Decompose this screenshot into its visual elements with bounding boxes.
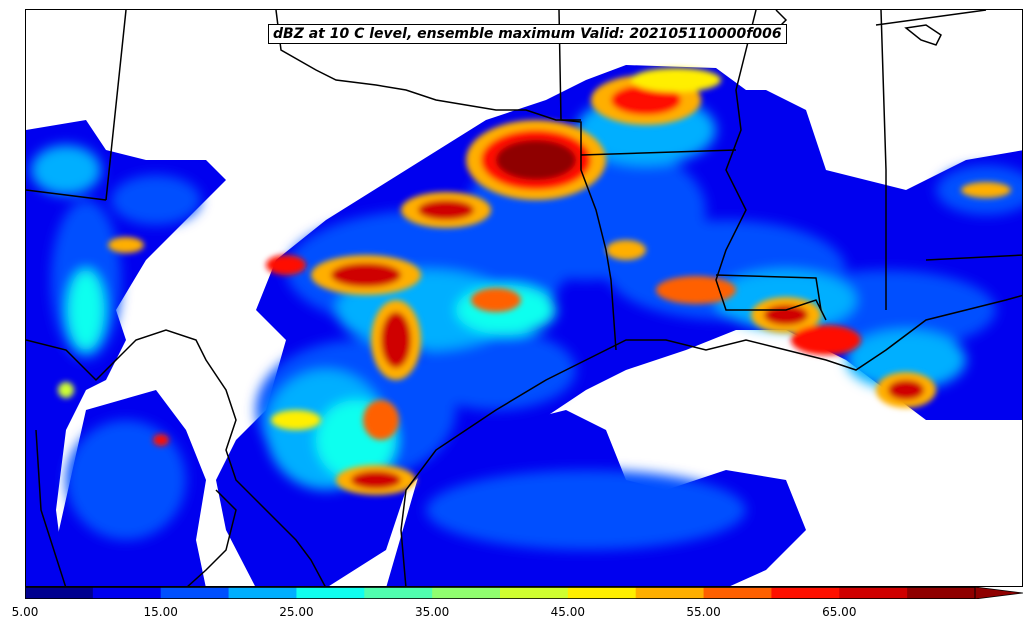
colorbar-segment bbox=[635, 587, 705, 599]
state-line-ok-ar bbox=[558, 10, 617, 351]
red-river bbox=[275, 10, 581, 121]
state-line-panhandle bbox=[26, 189, 107, 201]
great-lake-outline bbox=[904, 24, 942, 46]
colorbar-segment bbox=[25, 587, 94, 599]
colorbar-tick-label: 25.00 bbox=[279, 605, 314, 619]
colorbar-tick-label: 55.00 bbox=[686, 605, 721, 619]
state-line-nm-az bbox=[105, 10, 127, 201]
map-title: dBZ at 10 C level, ensemble maximum Vali… bbox=[268, 24, 787, 44]
colorbar-tick-label: 15.00 bbox=[143, 605, 178, 619]
state-line-ga bbox=[875, 10, 987, 26]
colorbar-segment bbox=[567, 587, 637, 599]
state-line-al-fl bbox=[925, 254, 1022, 261]
colorbar-segment bbox=[907, 587, 976, 599]
colorbar-segment bbox=[364, 587, 433, 599]
colorbar-tick-label: 65.00 bbox=[822, 605, 857, 619]
mississippi-river bbox=[715, 10, 827, 321]
gulf-coast bbox=[400, 294, 1022, 586]
mexico-coast bbox=[187, 489, 237, 586]
colorbar-tick-label: 5.00 bbox=[11, 605, 39, 619]
colorbar-segment bbox=[296, 587, 365, 599]
colorbar-extend-arrow bbox=[974, 587, 1023, 599]
colorbar bbox=[25, 587, 1023, 599]
state-line-ms-al bbox=[880, 10, 887, 310]
colorbar-segment bbox=[228, 587, 297, 599]
colorbar-segment bbox=[500, 587, 569, 599]
map-panel: dBZ at 10 C level, ensemble maximum Vali… bbox=[25, 9, 1023, 587]
colorbar-tick-label: 45.00 bbox=[550, 605, 586, 619]
mexico-border-west bbox=[35, 429, 67, 586]
storm-cells bbox=[58, 68, 1011, 495]
colorbar-segment bbox=[839, 587, 908, 599]
colorbar-segment bbox=[703, 587, 772, 599]
state-line-ok-ks bbox=[580, 149, 737, 156]
colorbar-segment bbox=[160, 587, 230, 599]
radar-map bbox=[26, 10, 1022, 586]
colorbar-segment bbox=[432, 587, 501, 599]
colorbar-segment bbox=[771, 587, 840, 599]
boundaries bbox=[26, 10, 1022, 586]
colorbar-outline bbox=[25, 587, 976, 599]
state-line-la bbox=[715, 274, 822, 311]
colorbar-tick-label: 35.00 bbox=[414, 605, 450, 619]
rio-grande bbox=[26, 329, 326, 586]
colorbar-segment bbox=[92, 587, 162, 599]
